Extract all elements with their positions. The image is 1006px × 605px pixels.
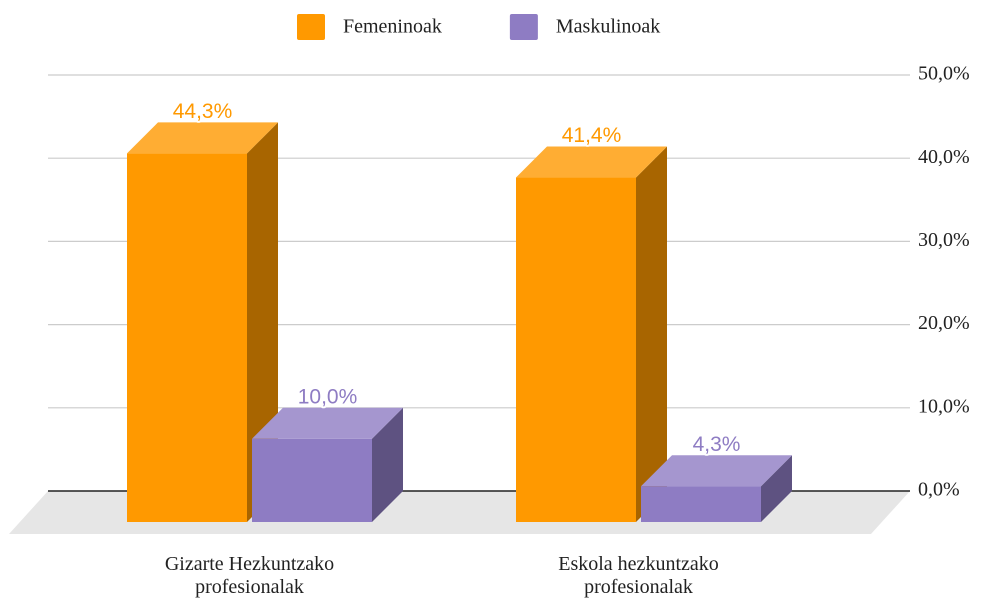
value-label: 4,3% <box>693 433 741 456</box>
bar-side <box>636 146 667 522</box>
y-tick-label: 30,0% <box>918 229 970 251</box>
y-tick-label: 50,0% <box>918 63 970 85</box>
bar <box>516 177 636 522</box>
bar-top <box>516 146 667 178</box>
y-tick-label: 10,0% <box>918 395 970 417</box>
bar <box>127 153 247 522</box>
bar-top <box>641 455 792 487</box>
bar-top <box>127 122 278 154</box>
x-tick-label: Eskola hezkuntzako profesionalak <box>558 553 719 598</box>
y-tick-label: 40,0% <box>918 146 970 168</box>
bar-side <box>761 455 792 522</box>
bar <box>641 486 761 522</box>
value-label: 41,4% <box>562 124 622 147</box>
y-tick-label: 0,0% <box>918 479 960 501</box>
legend-label: Maskulinoak <box>556 16 660 38</box>
bar-side <box>372 407 403 522</box>
value-label: 10,0% <box>298 385 358 408</box>
bar-top <box>252 407 403 439</box>
x-tick-label: Gizarte Hezkuntzako profesionalak <box>164 553 335 598</box>
y-tick-label: 20,0% <box>918 312 970 334</box>
legend-swatch <box>297 14 325 40</box>
legend-label: Femeninoak <box>343 16 442 38</box>
legend-swatch <box>509 14 538 40</box>
value-label: 44,3% <box>173 100 233 123</box>
bar <box>252 438 372 522</box>
